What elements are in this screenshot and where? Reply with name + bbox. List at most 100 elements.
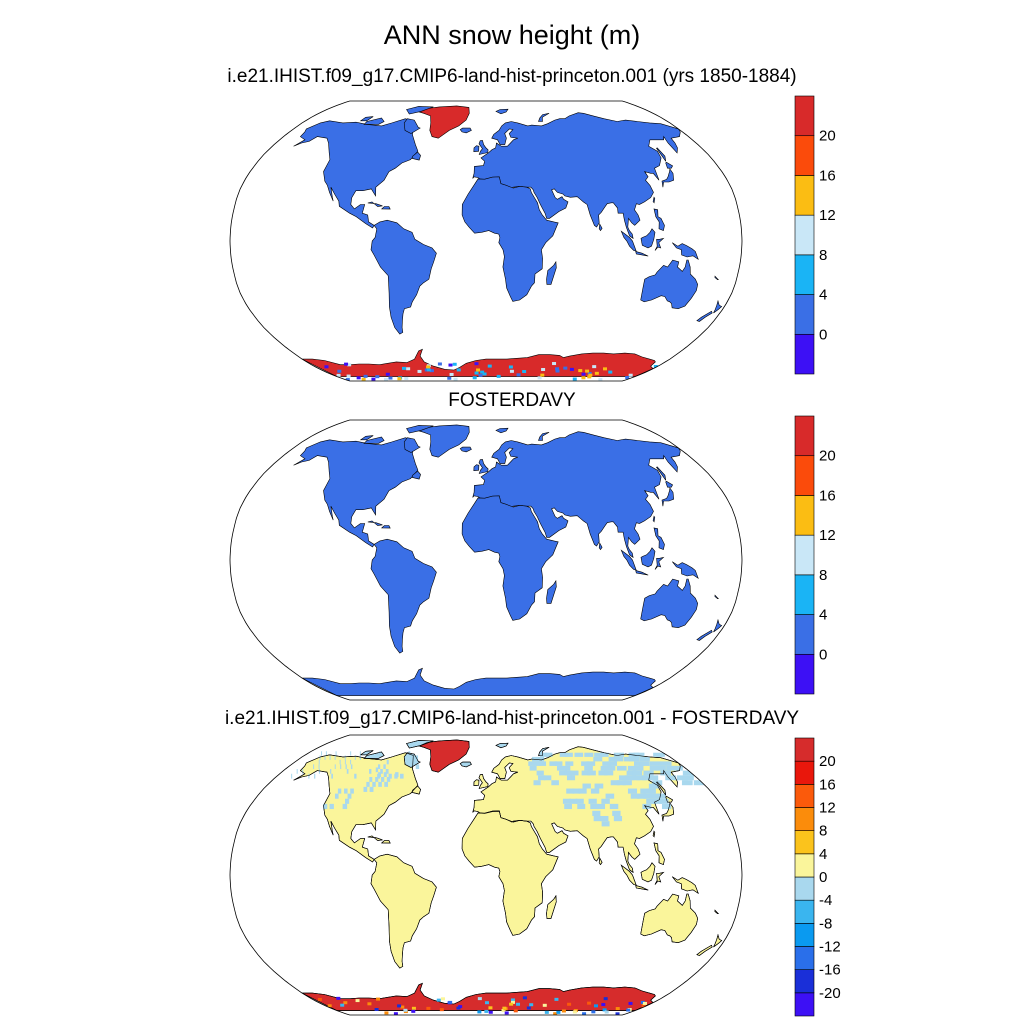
landmass-sumatra — [620, 549, 637, 571]
speckle-cell — [516, 1002, 521, 1006]
diff-cell — [601, 798, 610, 804]
landmass-antarctica — [301, 667, 656, 696]
diff-cell — [652, 780, 663, 786]
speckle-cell — [376, 997, 381, 1001]
diff-cell — [590, 788, 600, 794]
speckle-cell — [411, 1009, 416, 1013]
diff-cell — [627, 788, 638, 794]
diff-cell — [386, 777, 391, 782]
diff-cell — [538, 775, 546, 781]
diff-cell — [369, 777, 373, 782]
diff-cell — [610, 780, 620, 786]
speckle-cell — [317, 997, 322, 1001]
speckle-cell — [436, 998, 441, 1002]
colorbar-tick-label: 4 — [819, 607, 827, 624]
coastline-baffin — [403, 752, 421, 768]
diff-cell — [594, 783, 604, 789]
colorbar-box — [794, 923, 815, 947]
diff-cell — [587, 770, 596, 776]
speckle-cell — [336, 373, 341, 377]
speckle-cell — [356, 376, 361, 380]
diff-cell — [544, 752, 553, 757]
speckle-cell — [426, 368, 431, 372]
diff-cell — [380, 777, 385, 782]
speckle-cell — [403, 1008, 408, 1012]
speckle-cell — [563, 366, 568, 370]
speckle-cell — [626, 1008, 631, 1012]
diff-cell — [354, 773, 357, 779]
landmass-banks — [359, 116, 374, 122]
diff-cell — [584, 765, 593, 771]
speckle-cell — [448, 363, 453, 367]
speckle-cell — [384, 1011, 389, 1015]
diff-cell — [572, 788, 581, 794]
speckle-cell — [363, 374, 368, 378]
landmass-ireland — [473, 464, 480, 472]
landmass-java — [635, 569, 649, 576]
speckle-cell — [456, 1006, 461, 1010]
coastline-novaya — [538, 747, 550, 756]
speckle-cell — [404, 376, 409, 380]
speckle-cell — [426, 1006, 431, 1010]
colorbar-box — [794, 899, 815, 924]
panel-1-title: i.e21.IHIST.f09_g17.CMIP6-land-hist-prin… — [227, 66, 797, 87]
diff-cell — [574, 752, 584, 757]
landmass-svalbard — [495, 427, 509, 434]
diff-cell — [384, 781, 389, 787]
diff-cell — [377, 764, 381, 770]
landmass-newguinea — [672, 242, 699, 260]
colorbar-box — [794, 760, 815, 785]
speckle-cell — [397, 377, 402, 381]
colorbar-box — [794, 876, 815, 901]
speckle-cell — [484, 1001, 489, 1005]
landmass-ireland — [473, 145, 480, 153]
diff-cell — [346, 769, 349, 774]
colorbar-box — [794, 415, 815, 457]
speckle-cell — [375, 375, 380, 379]
landmass-australia — [640, 578, 699, 629]
landmass-uk — [478, 459, 489, 474]
coastline-philippines — [653, 842, 665, 866]
speckle-cell — [593, 1004, 598, 1008]
diff-cell — [682, 770, 695, 776]
diff-cell — [582, 783, 591, 789]
diff-cell — [340, 764, 342, 770]
speckle-cell — [496, 374, 501, 378]
landmass-newzealand_n — [713, 299, 723, 314]
speckle-cell — [615, 1007, 620, 1011]
coastline-newzealand_n — [713, 933, 723, 948]
landmass-novaya — [538, 432, 550, 441]
colorbar-tick-label: 20 — [819, 753, 836, 770]
coastline-uk — [478, 774, 489, 789]
diff-cell — [586, 761, 596, 766]
speckle-cell — [355, 999, 360, 1003]
diff-cell — [633, 752, 645, 757]
diff-cell — [630, 793, 640, 799]
speckle-cell — [554, 997, 559, 1001]
diff-cell — [339, 759, 341, 765]
diff-cell — [318, 759, 320, 765]
colorbar-box — [794, 254, 815, 295]
diff-cell — [334, 764, 336, 770]
panel-3-title: i.e21.IHIST.f09_g17.CMIP6-land-hist-prin… — [224, 708, 800, 729]
diff-cell — [693, 780, 705, 786]
speckle-cell — [628, 373, 633, 377]
diff-cell — [606, 765, 616, 771]
colorbar-box — [794, 946, 815, 970]
speckle-cell — [516, 373, 521, 377]
diff-cell — [682, 775, 694, 781]
diff-cell — [344, 788, 348, 794]
speckle-cell — [552, 362, 557, 366]
speckle-cell — [561, 1009, 566, 1013]
coastline-greenland — [418, 739, 470, 773]
speckle-cell — [642, 1001, 647, 1005]
diff-cell — [566, 775, 576, 781]
diff-cell — [630, 775, 641, 781]
colorbar-box — [794, 175, 815, 216]
landmass-cuba — [367, 201, 383, 207]
speckle-cell — [510, 1000, 515, 1004]
colorbar-box — [794, 294, 815, 335]
speckle-cell — [578, 369, 583, 373]
speckle-cell — [347, 363, 352, 367]
speckle-cell — [346, 374, 351, 378]
